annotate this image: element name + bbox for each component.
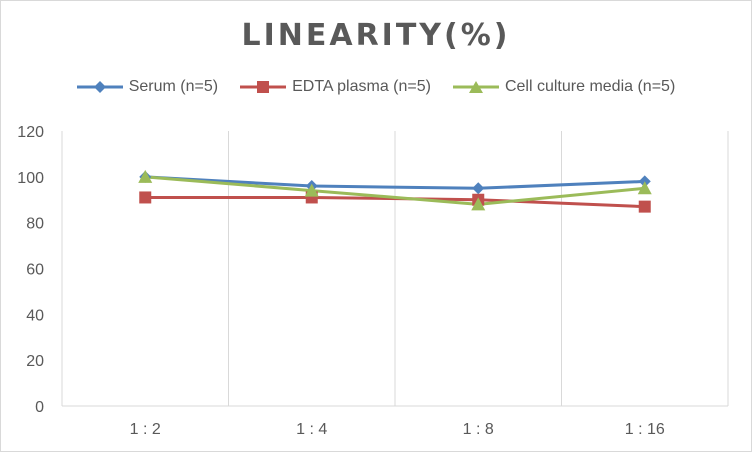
legend-marker-serum [76,81,123,93]
chart-title: LINEARITY(%) [241,18,511,53]
y-tick-label: 100 [17,170,44,187]
y-tick-label: 40 [26,307,44,324]
legend-label-cell-culture-media: Cell culture media (n=5) [504,78,676,95]
data-point-2 [637,181,652,195]
legend-marker-cell-culture-media [452,81,499,93]
legend-label-serum: Serum (n=5) [128,78,219,95]
x-tick-label: 1 : 8 [463,421,494,438]
series-line-0 [145,175,645,190]
x-tick-label: 1 : 4 [296,421,327,438]
data-point-0 [472,182,485,195]
y-tick-label: 60 [26,262,44,279]
chart-legend: Serum (n=5) EDTA plasma (n=5) Cell cultu… [0,78,752,96]
series-line-2 [145,175,645,206]
x-tick-label: 1 : 16 [625,421,665,438]
data-point-2 [304,183,319,197]
legend-marker-edta-plasma [240,81,287,93]
data-point-2 [138,169,153,183]
y-tick-label: 0 [35,399,44,416]
y-tick-label: 120 [17,124,44,141]
legend-label-edta-plasma: EDTA plasma (n=5) [292,78,431,95]
legend-item-edta-plasma: EDTA plasma (n=5) [240,78,431,96]
x-tick-label: 1 : 2 [130,421,161,438]
legend-item-cell-culture-media: Cell culture media (n=5) [452,78,676,96]
data-point-1 [139,191,152,204]
data-point-2 [471,197,486,211]
data-point-1 [638,200,651,213]
legend-item-serum: Serum (n=5) [76,78,219,96]
y-tick-label: 80 [26,216,44,233]
y-tick-label: 20 [26,353,44,370]
